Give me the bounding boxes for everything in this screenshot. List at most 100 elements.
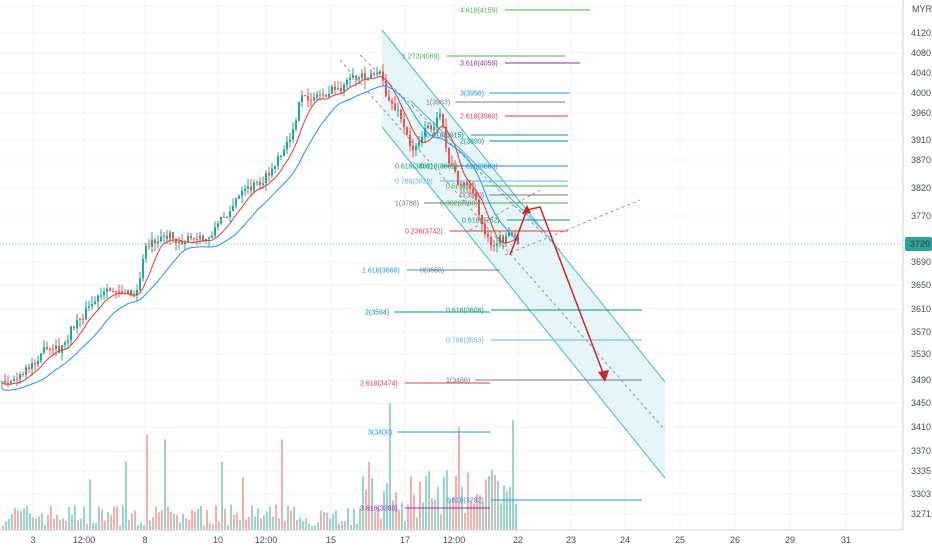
candle-body	[82, 318, 84, 320]
volume-bar	[356, 523, 358, 530]
volume-bar	[140, 523, 142, 530]
candle-body	[106, 288, 108, 292]
time-tick-label: 26	[730, 535, 740, 545]
volume-bar	[29, 513, 31, 530]
candle-body	[370, 73, 372, 78]
candle-body	[190, 235, 192, 239]
candle-body	[28, 367, 30, 369]
candle-body	[457, 171, 459, 185]
volume-bar	[170, 511, 172, 530]
candle-body	[1, 381, 3, 383]
volume-bar	[377, 507, 379, 530]
candle-body	[349, 77, 351, 81]
candle-body	[511, 232, 513, 236]
candle-body	[241, 190, 243, 196]
volume-bar	[470, 500, 472, 530]
candle-body	[178, 241, 180, 244]
volume-bar	[314, 525, 316, 530]
candle-body	[19, 374, 21, 380]
volume-bar	[119, 525, 121, 530]
candle-body	[379, 71, 381, 74]
grid	[0, 0, 903, 530]
fib-level-label: 0.618(3606)	[446, 308, 484, 315]
candle-body	[472, 188, 474, 194]
volume-bar	[155, 506, 157, 530]
candle-body	[22, 374, 24, 376]
volume-bar	[143, 525, 145, 530]
price-tick-label: 3910	[911, 135, 931, 145]
price-tick-label: 3820	[911, 183, 931, 193]
candle-body	[295, 120, 297, 130]
fib-level-label: 4.618(4159)	[460, 8, 498, 15]
fib-level-label: 0.236(3742)	[405, 229, 443, 236]
volume-bar	[47, 514, 49, 530]
candle-body	[193, 238, 195, 240]
candle-body	[463, 182, 465, 187]
time-tick-label: 22	[513, 535, 523, 545]
volume-bar	[389, 403, 391, 530]
volume-bar	[233, 514, 235, 530]
volume-bar	[476, 493, 478, 530]
projection-path	[509, 206, 606, 379]
volume-bar	[32, 517, 34, 530]
volume-bar	[296, 520, 298, 530]
candle-body	[484, 223, 486, 235]
candle-body	[364, 73, 366, 79]
candle-body	[493, 245, 495, 247]
volume-bar	[242, 477, 244, 530]
candle-body	[433, 127, 435, 130]
price-tick-label: 4000	[911, 88, 931, 98]
volume-bar	[281, 439, 283, 530]
candle-body	[397, 109, 399, 111]
candle-body	[121, 291, 123, 293]
volume-bar	[5, 521, 7, 530]
volume-bar	[497, 480, 499, 530]
volume-bar	[212, 524, 214, 530]
candle-body	[175, 238, 177, 244]
volume-bar	[164, 439, 166, 530]
candle-body	[46, 346, 48, 349]
candle-body	[265, 173, 267, 184]
volume-bar	[434, 499, 436, 530]
candle-body	[334, 86, 336, 90]
channel-lower-line	[381, 126, 666, 479]
arrow-head	[522, 205, 531, 214]
candle-body	[436, 117, 438, 128]
candle-body	[37, 360, 39, 365]
candle-body	[103, 291, 105, 296]
volume-bar	[485, 479, 487, 530]
volume-bar	[194, 511, 196, 530]
volume-bar	[332, 513, 334, 530]
volume-bar	[149, 520, 151, 530]
candle-body	[160, 236, 162, 242]
price-axis: MYR 4120 4080 4040 4000 3960 3910 3870 3820 3770 3…	[0, 0, 932, 530]
candle-body	[301, 95, 303, 102]
volume-bar	[110, 515, 112, 530]
price-tick-label: 3410	[911, 422, 931, 432]
price-tick-label: 4040	[911, 68, 931, 78]
candle-body	[418, 141, 420, 146]
fib-level-label: 2(3594)	[365, 310, 389, 317]
candle-body	[217, 223, 219, 228]
candle-body	[460, 184, 462, 187]
candle-body	[97, 295, 99, 302]
candle-body	[94, 301, 96, 305]
candle-body	[427, 125, 429, 129]
volume-bar	[413, 494, 415, 530]
volume-bar	[74, 505, 76, 530]
volume-bar	[509, 487, 511, 530]
candle-body	[49, 348, 51, 350]
volume-bar	[83, 506, 85, 530]
candle-body	[187, 235, 189, 243]
candle-body	[139, 278, 141, 291]
time-tick-label: 23	[566, 535, 576, 545]
candle-body	[238, 195, 240, 199]
volume-bar	[422, 502, 424, 530]
candle-body	[319, 94, 321, 96]
volume-bar	[443, 476, 445, 530]
volume-bar	[338, 523, 340, 530]
volume-bar	[8, 518, 10, 530]
candle-body	[403, 119, 405, 128]
price-tick-label: 3335	[911, 466, 931, 476]
